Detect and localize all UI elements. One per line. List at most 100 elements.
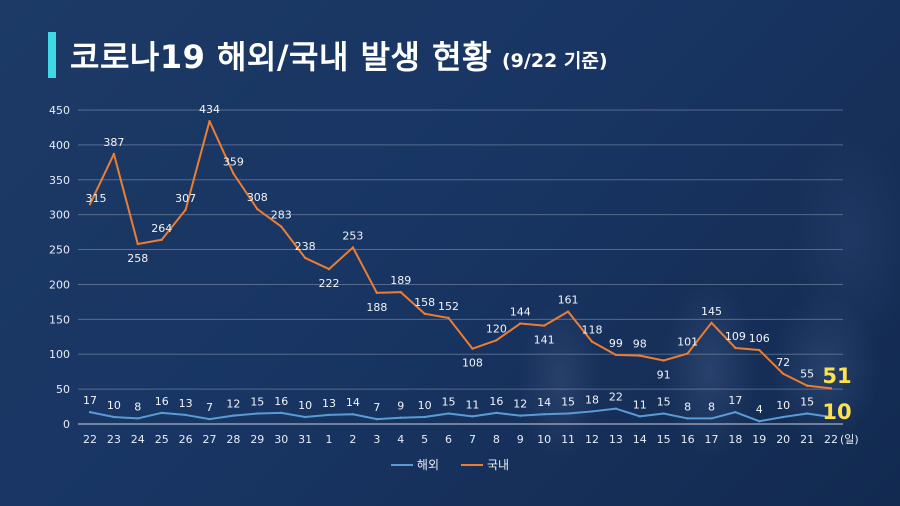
data-point-overseas <box>614 407 618 410</box>
data-label-domestic: 238 <box>295 240 316 253</box>
data-point-overseas <box>447 412 450 415</box>
x-tick-label: 3 <box>373 433 380 446</box>
legend-swatch-domestic <box>461 463 483 466</box>
y-tick-label: 150 <box>49 313 70 326</box>
title-area: 코로나19 해외/국내 발생 현황 (9/22 기준) <box>48 32 608 78</box>
x-tick-label: 11 <box>561 433 575 446</box>
data-point-domestic <box>495 339 498 342</box>
data-label-domestic: 99 <box>609 337 623 350</box>
data-point-overseas <box>375 417 379 421</box>
x-tick-label: 24 <box>131 433 145 446</box>
data-label-domestic: 72 <box>776 356 790 369</box>
chart-legend: 해외 국내 <box>0 456 900 473</box>
data-point-domestic <box>805 384 809 387</box>
data-label-overseas: 7 <box>373 401 380 414</box>
data-point-overseas <box>758 420 761 423</box>
x-tick-label: 2 <box>349 433 356 446</box>
data-point-overseas <box>351 413 355 416</box>
x-tick-label: 15 <box>657 433 671 446</box>
data-point-overseas <box>734 410 737 414</box>
data-label-overseas: 16 <box>274 395 288 408</box>
data-point-domestic <box>232 172 235 175</box>
data-label-domestic: 106 <box>749 332 770 345</box>
data-point-overseas <box>280 411 283 415</box>
background-photo <box>380 120 900 506</box>
data-point-domestic <box>447 316 450 320</box>
data-point-domestic <box>781 372 785 375</box>
legend-label-overseas: 해외 <box>416 458 439 472</box>
data-label-domestic: 101 <box>677 336 698 349</box>
data-label-domestic: 145 <box>701 305 722 318</box>
data-point-domestic <box>88 203 92 206</box>
data-point-domestic <box>136 242 140 246</box>
data-point-domestic <box>112 152 116 156</box>
data-label-domestic: 152 <box>438 300 459 313</box>
data-point-domestic <box>208 119 211 123</box>
data-point-overseas <box>495 411 498 415</box>
data-point-overseas <box>519 414 522 417</box>
x-tick-label: 14 <box>633 433 647 446</box>
y-tick-label: 450 <box>49 104 70 117</box>
data-label-overseas: 8 <box>708 400 715 413</box>
x-axis-unit: (일) <box>840 432 859 446</box>
x-tick-label: 6 <box>445 433 452 446</box>
y-tick-label: 300 <box>49 209 70 222</box>
x-tick-label: 27 <box>203 433 217 446</box>
data-label-overseas: 12 <box>513 398 527 411</box>
data-point-domestic <box>375 291 379 295</box>
data-point-overseas <box>256 412 259 415</box>
data-label-overseas: 16 <box>489 395 503 408</box>
data-point-overseas <box>471 415 474 418</box>
legend-item-domestic: 국내 <box>461 456 509 473</box>
data-point-overseas <box>710 417 713 420</box>
data-point-overseas <box>542 413 546 416</box>
data-label-domestic: 308 <box>247 191 268 204</box>
data-label-domestic: 188 <box>366 301 387 314</box>
y-tick-label: 250 <box>49 244 70 257</box>
x-tick-label: 12 <box>585 433 599 446</box>
data-point-overseas <box>136 417 140 420</box>
x-tick-label: 22 <box>83 433 97 446</box>
title-accent-bar <box>48 32 56 78</box>
x-tick-label: 13 <box>609 433 623 446</box>
y-tick-label: 200 <box>49 278 70 291</box>
data-label-domestic: 108 <box>462 357 483 370</box>
data-label-domestic: 55 <box>800 368 814 381</box>
data-label-domestic: 118 <box>581 324 602 337</box>
data-point-domestic <box>566 310 570 313</box>
data-label-domestic: 222 <box>319 277 340 290</box>
x-tick-label: 10 <box>537 433 551 446</box>
data-label-domestic: 264 <box>151 222 172 235</box>
data-point-domestic <box>614 353 618 357</box>
x-tick-label: 16 <box>681 433 695 446</box>
data-label-overseas: 15 <box>250 396 264 409</box>
x-tick-label: 1 <box>326 433 333 446</box>
y-tick-label: 50 <box>56 383 70 396</box>
data-label-overseas: 10 <box>418 399 432 412</box>
page-subtitle: (9/22 기준) <box>501 49 608 72</box>
data-point-domestic <box>327 267 331 271</box>
x-tick-label: 20 <box>776 433 790 446</box>
data-label-domestic: 120 <box>486 322 507 335</box>
data-label-overseas: 4 <box>756 403 763 416</box>
x-tick-label: 4 <box>397 433 404 446</box>
data-point-overseas <box>112 415 116 419</box>
data-point-domestic <box>160 238 163 241</box>
data-point-overseas <box>160 411 163 415</box>
data-point-overseas <box>232 414 235 417</box>
data-label-overseas: 14 <box>346 396 360 409</box>
x-tick-label: 9 <box>517 433 524 446</box>
data-label-overseas: 15 <box>442 396 456 409</box>
data-point-domestic <box>734 346 737 350</box>
data-point-overseas <box>88 410 92 414</box>
y-tick-label: 100 <box>49 348 70 361</box>
data-point-domestic <box>829 387 833 390</box>
data-label-overseas: 10 <box>298 399 312 412</box>
data-point-overseas <box>781 415 785 419</box>
x-tick-label: 5 <box>421 433 428 446</box>
x-tick-label: 31 <box>298 433 312 446</box>
data-label-overseas: 10 <box>107 399 121 412</box>
data-point-domestic <box>758 348 761 352</box>
data-label-overseas: 10 <box>776 399 790 412</box>
data-point-overseas <box>399 416 402 419</box>
